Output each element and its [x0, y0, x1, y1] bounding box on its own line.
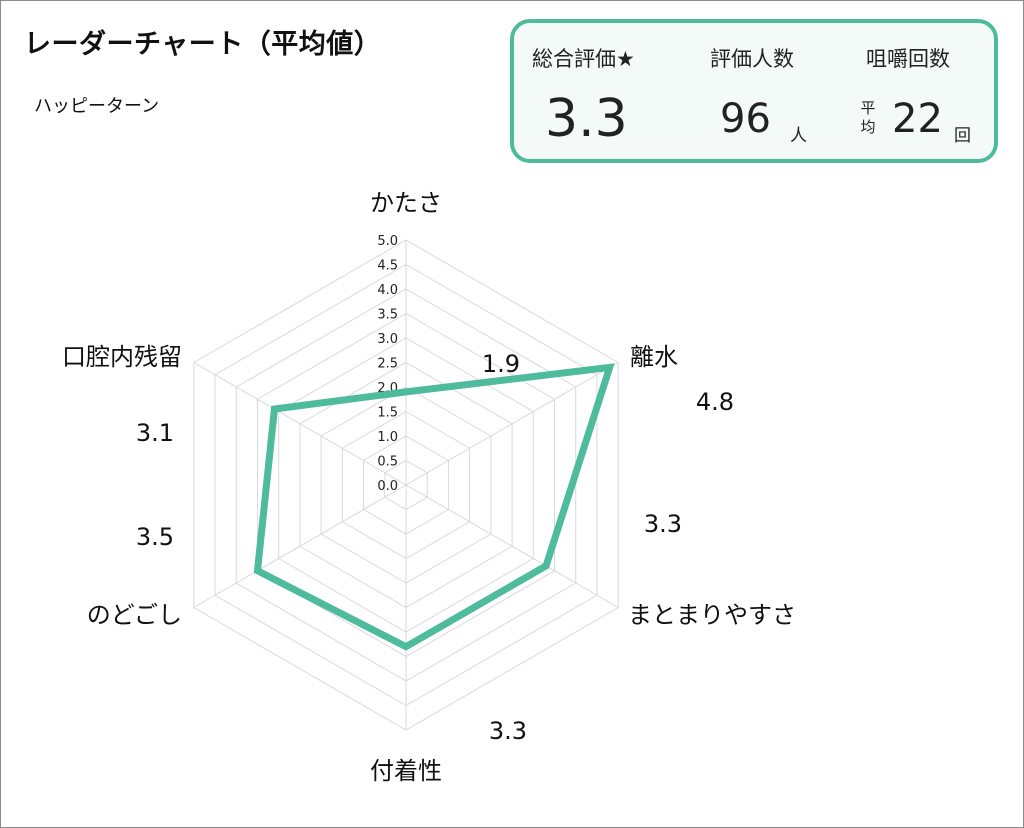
rating-value: 3.3	[545, 89, 628, 149]
chews-average-mark: 平 均	[860, 99, 876, 136]
radial-tick-label: 0.5	[377, 455, 398, 470]
axis-label: のどごし	[87, 601, 182, 629]
value-label: 1.9	[482, 350, 520, 378]
value-label: 3.5	[136, 523, 174, 551]
chews-value: 22	[892, 96, 943, 142]
grid-spoke	[193, 484, 407, 608]
value-label: 3.3	[489, 717, 527, 745]
axis-label: 付着性	[370, 757, 442, 785]
chews-label: 咀嚼回数	[866, 47, 950, 71]
radar-value-labels: 1.9 4.8 3.3 3.3 3.5 3.1	[136, 350, 734, 745]
grid-spoke	[405, 362, 619, 486]
page-title: レーダーチャート（平均値）	[24, 29, 382, 60]
radar-ticks: 0.00.51.01.52.02.53.03.54.04.55.0	[377, 234, 398, 494]
radial-tick-label: 1.0	[377, 430, 398, 445]
grid-spoke	[193, 362, 407, 486]
product-name: ハッピーターン	[34, 96, 160, 117]
reviewers-value: 96	[720, 96, 771, 142]
series-line	[253, 363, 615, 651]
grid-spoke	[405, 484, 619, 608]
radial-tick-label: 3.5	[377, 308, 398, 323]
value-label: 4.8	[696, 388, 734, 416]
radial-tick-label: 4.5	[377, 259, 398, 274]
radial-tick-label: 3.0	[377, 332, 398, 347]
radial-tick-label: 2.5	[377, 357, 398, 372]
radial-tick-label: 0.0	[377, 479, 398, 494]
value-label: 3.3	[644, 510, 682, 538]
axis-label: まとまりやすさ	[628, 601, 796, 629]
radial-tick-label: 5.0	[377, 234, 398, 249]
radar-grid	[193, 239, 619, 731]
reviewers-label: 評価人数	[710, 47, 794, 71]
stats-panel: 総合評価★ 3.3 評価人数 96 人 咀嚼回数 平 均 22 回	[510, 19, 998, 163]
axis-label: 口腔内残留	[62, 343, 182, 371]
radial-tick-label: 4.0	[377, 283, 398, 298]
axis-label: かたさ	[370, 189, 442, 217]
chews-unit: 回	[954, 126, 971, 146]
radar-series	[253, 363, 615, 651]
value-label: 3.1	[136, 419, 174, 447]
rating-label: 総合評価★	[532, 47, 635, 71]
reviewers-unit: 人	[790, 126, 807, 146]
axis-label: 離水	[630, 343, 678, 371]
radial-tick-label: 1.5	[377, 406, 398, 421]
